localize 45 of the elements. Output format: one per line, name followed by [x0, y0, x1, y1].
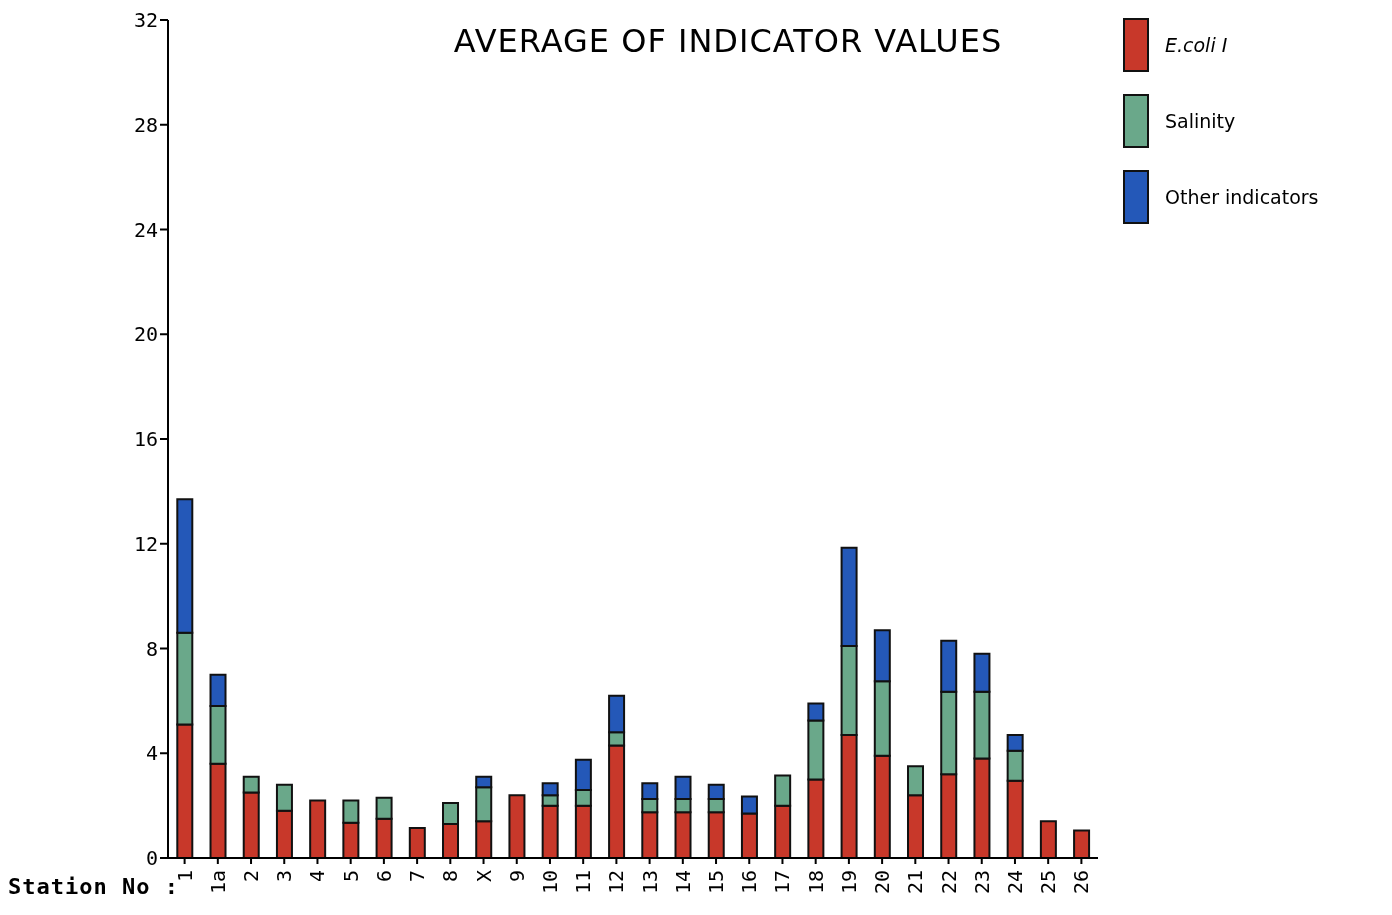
- y-tick-label: 32: [133, 8, 158, 33]
- text: Other indicators: [1165, 186, 1319, 208]
- x-tick-label: 9: [504, 870, 529, 883]
- x-tick-label: 3: [272, 870, 297, 883]
- x-tick-label: X: [471, 870, 496, 883]
- x-tick-label: 17: [770, 870, 795, 895]
- x-tick-label: 1a: [205, 870, 230, 895]
- bar: [1039, 820, 1057, 858]
- x-tick-label: 12: [604, 870, 629, 895]
- text: Salinity: [1165, 110, 1236, 132]
- x-tick-label: 4: [305, 870, 330, 883]
- x-tick-label: 10: [537, 870, 562, 895]
- bar: [508, 794, 526, 858]
- x-tick-label: 18: [803, 870, 828, 895]
- y-tick-label: 4: [145, 741, 158, 766]
- x-tick-label: 11: [571, 870, 596, 895]
- x-tick-label: 6: [371, 870, 396, 883]
- y-tick-label: 28: [133, 112, 158, 137]
- bar: [309, 799, 327, 858]
- y-tick-label: 0: [145, 846, 158, 871]
- x-tick-label: 22: [936, 870, 961, 895]
- bar: [1073, 829, 1091, 858]
- x-tick-label: 13: [637, 870, 662, 895]
- text: E.coli I: [1165, 34, 1228, 56]
- y-tick-label: 20: [133, 322, 158, 347]
- y-tick-label: 12: [133, 531, 158, 556]
- y-tick-label: 16: [133, 427, 158, 452]
- x-tick-label: 25: [1036, 870, 1061, 895]
- y-tick-label: 24: [133, 217, 158, 242]
- x-tick-label: 24: [1002, 870, 1027, 895]
- x-tick-label: 5: [338, 870, 363, 883]
- x-tick-label: 16: [737, 870, 762, 895]
- x-tick-label: 21: [903, 870, 928, 895]
- x-tick-label: 2: [239, 870, 264, 883]
- x-tick-label: 26: [1069, 870, 1094, 895]
- x-tick-label: 15: [704, 870, 729, 895]
- chart-title: AVERAGE OF INDICATOR VALUES: [452, 22, 1004, 60]
- x-tick-label: 14: [670, 870, 695, 895]
- x-tick-label: 19: [836, 870, 861, 895]
- y-tick-label: 8: [145, 636, 158, 661]
- x-tick-label: 7: [405, 870, 430, 883]
- bar: [408, 826, 426, 858]
- x-tick-label: 23: [969, 870, 994, 895]
- x-tick-label: 8: [438, 870, 463, 883]
- x-tick-label: 20: [870, 870, 895, 895]
